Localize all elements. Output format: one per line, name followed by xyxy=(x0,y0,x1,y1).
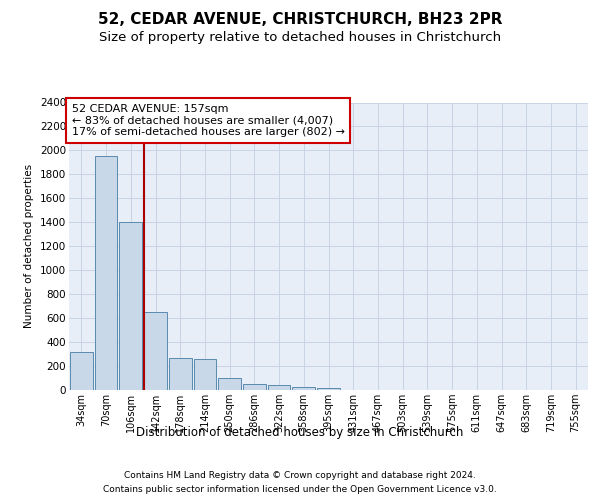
Text: 52 CEDAR AVENUE: 157sqm
← 83% of detached houses are smaller (4,007)
17% of semi: 52 CEDAR AVENUE: 157sqm ← 83% of detache… xyxy=(71,104,344,137)
Bar xyxy=(119,222,142,390)
Bar xyxy=(243,384,266,390)
Bar xyxy=(169,358,191,390)
Bar xyxy=(292,387,315,390)
Text: 52, CEDAR AVENUE, CHRISTCHURCH, BH23 2PR: 52, CEDAR AVENUE, CHRISTCHURCH, BH23 2PR xyxy=(98,12,502,28)
Bar xyxy=(95,156,118,390)
Y-axis label: Number of detached properties: Number of detached properties xyxy=(25,164,34,328)
Text: Contains HM Land Registry data © Crown copyright and database right 2024.: Contains HM Land Registry data © Crown c… xyxy=(124,472,476,480)
Bar xyxy=(218,378,241,390)
Bar xyxy=(194,359,216,390)
Bar xyxy=(317,388,340,390)
Text: Size of property relative to detached houses in Christchurch: Size of property relative to detached ho… xyxy=(99,31,501,44)
Bar xyxy=(268,385,290,390)
Bar xyxy=(70,352,93,390)
Text: Contains public sector information licensed under the Open Government Licence v3: Contains public sector information licen… xyxy=(103,484,497,494)
Bar xyxy=(144,312,167,390)
Text: Distribution of detached houses by size in Christchurch: Distribution of detached houses by size … xyxy=(136,426,464,439)
